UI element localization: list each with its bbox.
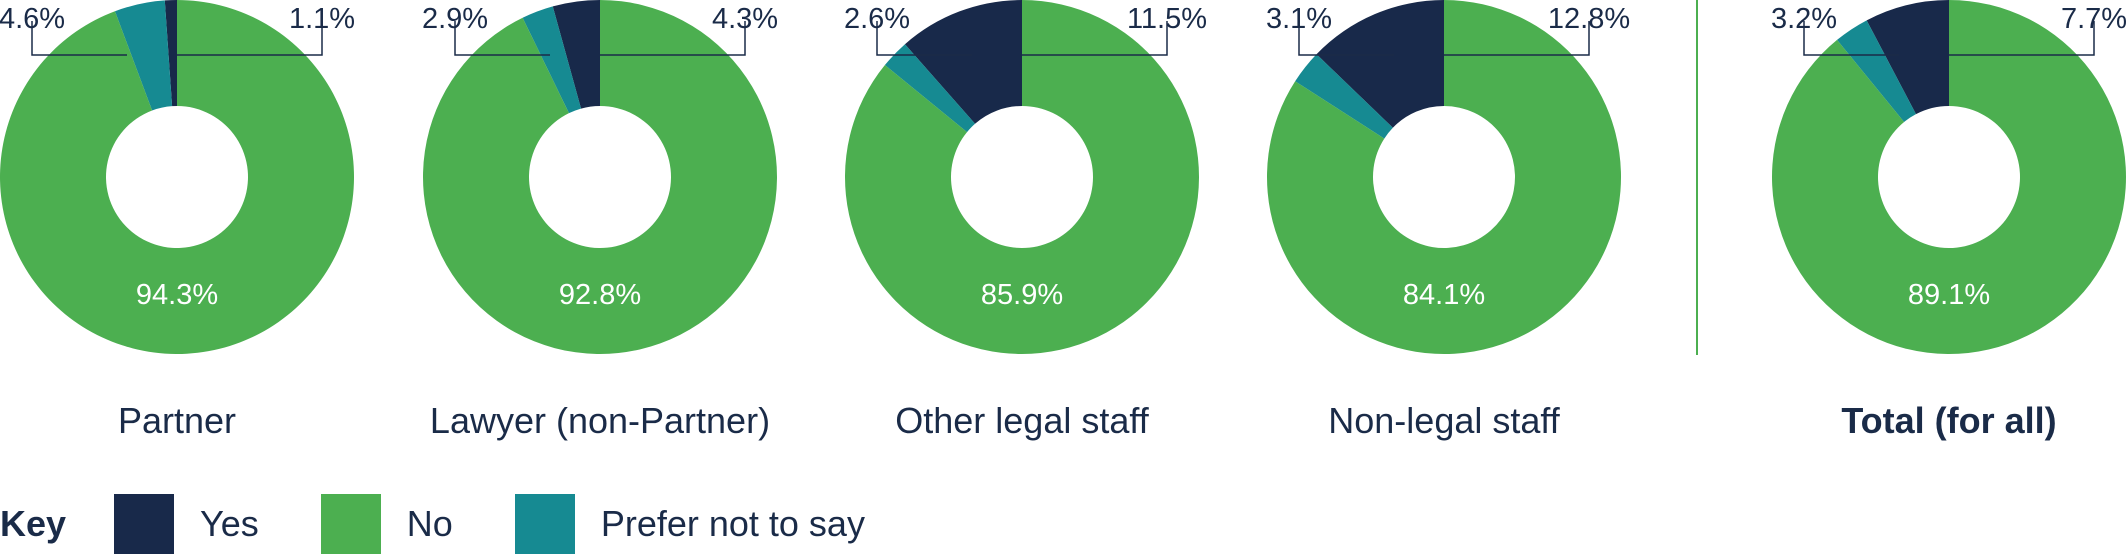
data-label-yes-partner: 1.1%	[289, 3, 355, 35]
data-label-prefer-not-partner: 4.6%	[0, 3, 65, 35]
legend-item-yes: Yes	[114, 494, 259, 554]
leader-yes-total-for-all	[1949, 21, 2095, 56]
legend: Key Yes No Prefer not to say	[0, 494, 927, 554]
data-label-prefer-not-non-legal-staff: 3.1%	[1266, 3, 1332, 35]
slice-yes-other-legal-staff	[904, 0, 1022, 124]
data-label-no-partner: 94.3%	[136, 279, 218, 311]
leader-prefer-not-total-for-all	[1803, 21, 1899, 56]
slice-prefer-not-other-legal-staff	[884, 44, 976, 133]
data-label-prefer-not-other-legal-staff: 2.6%	[844, 3, 910, 35]
legend-label-prefer-not: Prefer not to say	[600, 503, 865, 544]
category-label-non-legal: Non-legal staff	[1328, 400, 1560, 441]
data-label-no-non-legal-staff: 84.1%	[1403, 279, 1485, 311]
slice-yes-total-for-all	[1866, 0, 1949, 115]
data-label-no-lawyer-non-partner: 92.8%	[559, 279, 641, 311]
slice-prefer-not-lawyer-non-partner	[522, 6, 582, 114]
legend-title: Key	[0, 503, 67, 544]
slice-no-other-legal-staff	[845, 0, 1199, 354]
slice-prefer-not-partner	[114, 0, 173, 111]
legend-item-no: No	[320, 494, 453, 554]
legend-item-prefer-not: Prefer not to say	[514, 494, 865, 554]
slice-prefer-not-non-legal-staff	[1295, 54, 1393, 139]
data-label-yes-lawyer-non-partner: 4.3%	[712, 3, 778, 35]
legend-swatch-yes	[114, 494, 175, 554]
leader-yes-lawyer-non-partner	[600, 21, 746, 56]
data-label-prefer-not-total-for-all: 3.2%	[1771, 3, 1837, 35]
leader-prefer-not-lawyer-non-partner	[454, 21, 550, 56]
legend-label-no: No	[406, 503, 453, 544]
leader-yes-partner	[177, 21, 323, 56]
data-label-yes-total-for-all: 7.7%	[2061, 3, 2127, 35]
slice-yes-lawyer-non-partner	[552, 0, 600, 109]
leader-prefer-not-non-legal-staff	[1298, 21, 1394, 56]
slice-no-total-for-all	[1772, 0, 2126, 354]
legend-swatch-no	[320, 494, 381, 554]
category-label-lawyer: Lawyer (non-Partner)	[429, 400, 771, 441]
total-divider	[1696, 0, 1698, 355]
data-label-prefer-not-lawyer-non-partner: 2.9%	[422, 3, 488, 35]
category-label-total: Total (for all)	[1841, 400, 2057, 441]
data-label-no-total-for-all: 89.1%	[1908, 279, 1990, 311]
slice-yes-partner	[164, 0, 177, 107]
data-label-no-other-legal-staff: 85.9%	[981, 279, 1063, 311]
slice-no-non-legal-staff	[1267, 0, 1621, 354]
category-label-partner: Partner	[117, 400, 237, 441]
data-label-yes-non-legal-staff: 12.8%	[1548, 3, 1630, 35]
leader-prefer-not-partner	[31, 21, 127, 56]
leader-yes-other-legal-staff	[1022, 21, 1168, 56]
leader-prefer-not-other-legal-staff	[876, 21, 972, 56]
slice-yes-non-legal-staff	[1316, 0, 1444, 128]
legend-label-yes: Yes	[200, 503, 259, 544]
category-label-other-legal: Other legal staff	[895, 400, 1149, 441]
slice-prefer-not-total-for-all	[1837, 20, 1916, 123]
leader-yes-non-legal-staff	[1444, 21, 1590, 56]
legend-swatch-prefer-not	[514, 494, 575, 554]
data-label-yes-other-legal-staff: 11.5%	[1127, 3, 1207, 35]
slice-no-partner	[0, 0, 354, 354]
slice-no-lawyer-non-partner	[423, 0, 777, 354]
